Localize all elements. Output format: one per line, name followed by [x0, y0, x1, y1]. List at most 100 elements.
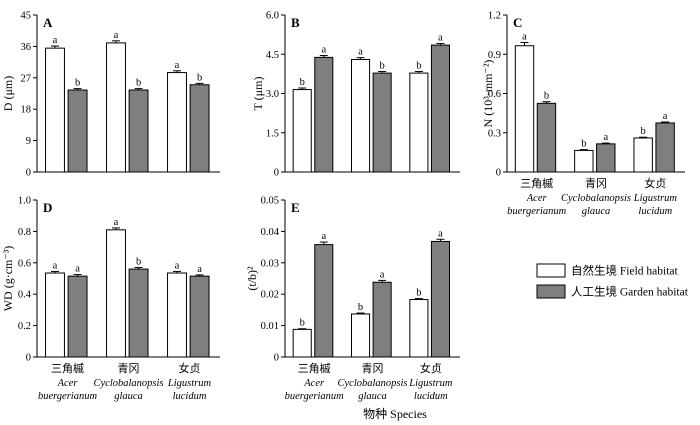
category-label-zh: 青冈	[118, 362, 140, 375]
category-label-latin: glauca	[582, 206, 611, 217]
significance-letter: b	[416, 61, 421, 72]
y-tick-label: 6.0	[266, 11, 279, 22]
y-axis-label: (t/b)²	[245, 266, 259, 291]
category-label-zh: 女贞	[644, 176, 666, 190]
category-label-zh: 女贞	[420, 361, 442, 375]
bar-field-2	[351, 58, 371, 173]
panel-c: 0 0.3 0.6 0.9 1.2 C N (10³·mm⁻²) a b 三角槭 Acer buerg…	[481, 11, 685, 217]
y-axis-label: D (μm)	[1, 76, 15, 111]
y-tick-label: 3.0	[266, 89, 279, 100]
panel-b: 0 1.5 3.0 4.5 6.0 B T (μm) b a a b b a	[251, 11, 460, 179]
significance-letter: b	[380, 61, 385, 72]
y-tick-label: 0.05	[261, 196, 279, 207]
legend: 自然生境 Field habitat 人工生境 Garden habitat	[536, 263, 689, 299]
category-label-latin: Cyclobalanopsis	[561, 193, 631, 204]
y-tick-label: 0	[274, 168, 279, 179]
significance-letter: b	[358, 302, 363, 313]
significance-letter: a	[175, 260, 180, 271]
bar-garden-1	[67, 89, 88, 173]
bar-garden-2	[128, 89, 149, 173]
bar-field-1	[45, 272, 65, 358]
panel-letter: E	[291, 200, 300, 215]
bar-garden-2	[128, 268, 149, 358]
legend-label-field: 自然生境 Field habitat	[571, 264, 678, 278]
significance-letter: a	[114, 30, 119, 41]
category-label-latin: Cyclobalanopsis	[94, 378, 164, 389]
bar-field-1	[292, 328, 312, 358]
y-tick-label: 0	[26, 353, 31, 364]
y-tick-label: 0.6	[488, 89, 501, 100]
bar-garden-3	[189, 84, 210, 173]
y-axis-label: N (10³·mm⁻²)	[481, 60, 495, 128]
bar-garden-2	[596, 143, 616, 173]
bar-garden-1	[67, 275, 88, 358]
y-tick-label: 0.02	[261, 290, 279, 301]
bar-field-1	[45, 47, 65, 173]
significance-letter: a	[603, 132, 608, 143]
bar-field-3	[167, 72, 187, 173]
category-label-zh: 青冈	[585, 177, 607, 190]
category-label-latin: Cyclobalanopsis	[338, 378, 408, 389]
category-label-latin: Acer	[57, 378, 79, 389]
significance-letter: a	[53, 260, 58, 271]
significance-letter: a	[197, 264, 202, 275]
y-tick-label: 1.0	[18, 196, 31, 207]
legend-swatch-garden	[536, 284, 566, 299]
bar-field-3	[633, 137, 653, 173]
significance-letter: b	[641, 126, 646, 137]
category-label-latin: glauca	[114, 391, 143, 402]
y-tick-label: 0.04	[261, 227, 280, 238]
significance-letter: b	[136, 78, 141, 89]
significance-letter: a	[321, 231, 326, 242]
panel-letter: B	[291, 15, 300, 30]
panel-letter: D	[43, 200, 52, 215]
significance-letter: a	[175, 60, 180, 71]
significance-letter: b	[197, 72, 202, 83]
significance-letter: b	[544, 91, 549, 102]
bar-garden-1	[314, 56, 334, 173]
y-tick-label: 1.5	[266, 128, 279, 139]
significance-letter: a	[321, 45, 326, 56]
panel-d: 0 0.2 0.4 0.6 0.8 1.0 D WD (g·cm⁻³) a a 三角槭 Acer bue…	[1, 196, 220, 402]
significance-letter: b	[75, 78, 80, 89]
category-label-latin: lucidum	[638, 206, 672, 217]
significance-letter: a	[438, 33, 443, 44]
significance-letter: a	[114, 217, 119, 228]
y-tick-label: 0	[274, 353, 279, 364]
y-tick-label: 9	[26, 136, 31, 147]
category-label-zh: 三角槭	[51, 361, 84, 375]
significance-letter: a	[75, 264, 80, 275]
bar-field-1	[514, 45, 535, 173]
y-tick-label: 1.2	[488, 11, 501, 22]
category-label-zh: 三角槭	[520, 176, 553, 190]
y-axis-label: T (μm)	[251, 77, 265, 111]
legend-label-garden: 人工生境 Garden habitat	[571, 285, 689, 299]
significance-letter: b	[300, 318, 305, 329]
category-label-latin: buergerianum	[507, 206, 567, 217]
category-label-latin: lucidum	[173, 391, 207, 402]
bar-garden-3	[189, 275, 210, 358]
category-label-latin: buergerianum	[285, 391, 345, 402]
bar-garden-1	[536, 102, 557, 173]
bar-garden-1	[314, 244, 334, 358]
y-tick-label: 0.2	[18, 321, 31, 332]
significance-letter: a	[53, 35, 58, 46]
significance-letter: b	[416, 288, 421, 299]
category-label-zh: 青冈	[362, 362, 384, 375]
panel-a: 0 9 18 27 36 45 A D (μm) a b a b a b	[1, 11, 220, 179]
y-tick-label: 0.3	[488, 128, 501, 139]
bar-field-2	[106, 229, 126, 358]
x-axis-title: 物种 Species	[363, 407, 427, 421]
category-label-latin: lucidum	[414, 391, 448, 402]
bar-garden-2	[372, 72, 392, 173]
bar-garden-3	[430, 44, 450, 173]
category-label-zh: 女贞	[179, 361, 201, 375]
panel-letter: A	[43, 15, 53, 30]
y-tick-label: 18	[21, 105, 32, 116]
significance-letter: a	[522, 31, 527, 42]
bar-garden-3	[430, 240, 450, 358]
category-label-latin: Acer	[303, 378, 325, 389]
category-label-zh: 三角槭	[298, 361, 331, 375]
bar-garden-2	[372, 281, 392, 358]
